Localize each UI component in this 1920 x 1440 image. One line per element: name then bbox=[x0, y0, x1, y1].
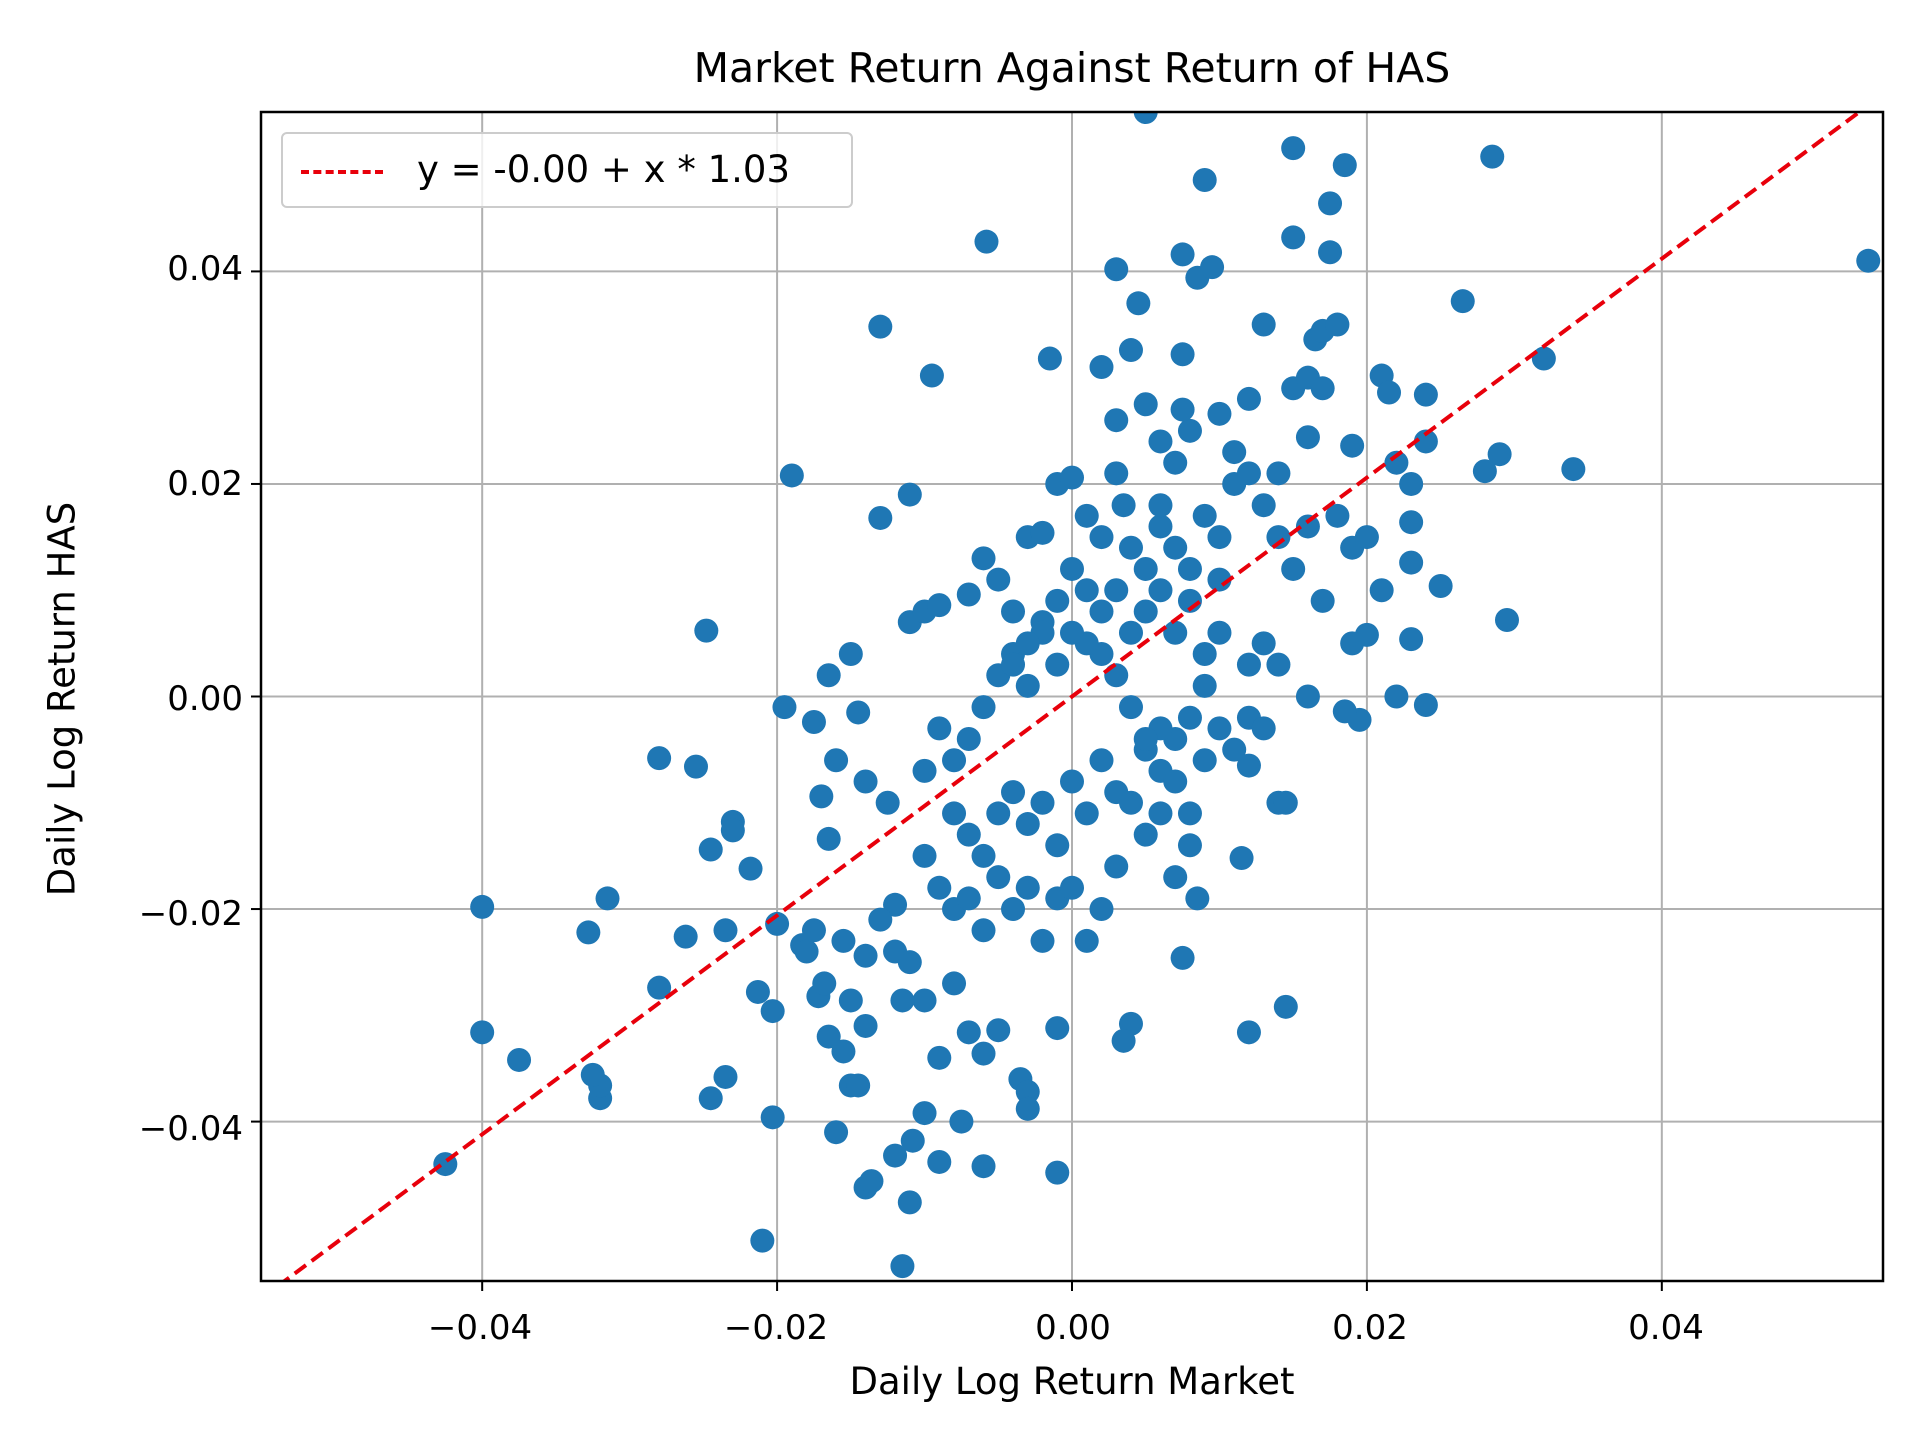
y-tick-label: 0.00 bbox=[167, 679, 243, 719]
legend-label: y = -0.00 + x * 1.03 bbox=[417, 148, 790, 191]
chart-title: Market Return Against Return of HAS bbox=[693, 44, 1451, 92]
y-tick-label: 0.02 bbox=[167, 464, 243, 504]
x-axis-label: Daily Log Return Market bbox=[849, 1360, 1295, 1403]
regression-line bbox=[281, 112, 1863, 1281]
dashed-line-icon bbox=[301, 170, 383, 174]
x-tick-label: 0.02 bbox=[1332, 1308, 1408, 1348]
y-tick-label: 0.04 bbox=[167, 249, 243, 289]
x-tick-label: −0.04 bbox=[427, 1308, 533, 1348]
x-tick-label: 0.00 bbox=[1035, 1308, 1111, 1348]
tick-marks bbox=[251, 270, 1663, 1291]
legend: y = -0.00 + x * 1.03 bbox=[281, 132, 853, 208]
x-tick-label: 0.04 bbox=[1628, 1308, 1704, 1348]
y-axis-label: Daily Log Return HAS bbox=[40, 501, 84, 897]
x-tick-label: −0.02 bbox=[723, 1308, 829, 1348]
data-points bbox=[433, 112, 1881, 1279]
y-tick-label: −0.04 bbox=[138, 1109, 243, 1149]
y-tick-label: −0.02 bbox=[138, 894, 243, 934]
